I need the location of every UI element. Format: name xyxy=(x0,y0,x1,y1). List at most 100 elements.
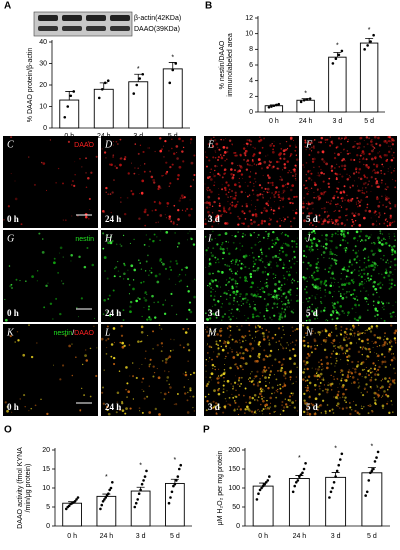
cell-signal xyxy=(252,383,255,386)
cell-signal xyxy=(366,298,369,300)
cell-signal xyxy=(346,178,350,181)
cell-signal xyxy=(255,164,258,166)
cell-signal xyxy=(232,385,234,387)
cell-signal xyxy=(351,307,354,310)
cell-signal xyxy=(269,396,272,400)
cell-signal xyxy=(259,311,262,314)
cell-signal xyxy=(207,247,209,249)
cell-signal xyxy=(358,142,361,145)
cell-signal xyxy=(340,333,343,336)
cell-signal xyxy=(209,206,211,209)
cell-signal xyxy=(139,340,142,343)
cell-signal xyxy=(322,180,325,183)
error-bar xyxy=(333,52,342,58)
cell-signal xyxy=(117,143,119,145)
cell-signal xyxy=(330,252,334,256)
cell-signal xyxy=(64,334,67,337)
blot-label: DAAO(39KDa) xyxy=(134,26,180,33)
cell-signal xyxy=(254,270,256,272)
cell-signal xyxy=(266,262,268,264)
cell-signal xyxy=(273,298,276,300)
cell-signal xyxy=(252,413,254,415)
cell-signal xyxy=(279,413,282,415)
cell-signal xyxy=(215,261,217,264)
cell-signal xyxy=(313,191,315,194)
cell-signal xyxy=(10,136,13,139)
cell-signal xyxy=(275,186,278,189)
cell-signal xyxy=(217,223,219,225)
cell-signal xyxy=(208,285,210,287)
cell-signal xyxy=(168,383,170,386)
cell-signal xyxy=(67,140,71,143)
cell-signal xyxy=(318,385,321,388)
cell-signal xyxy=(354,335,355,337)
cell-signal xyxy=(248,330,251,333)
cell-signal xyxy=(31,275,34,278)
cell-signal xyxy=(251,396,254,400)
cell-signal xyxy=(260,186,264,189)
cell-signal xyxy=(391,353,393,355)
cell-signal xyxy=(157,301,160,304)
cell-signal xyxy=(137,297,139,299)
cell-signal xyxy=(159,187,162,189)
cell-signal xyxy=(321,254,323,256)
cell-signal xyxy=(286,405,289,409)
cell-signal xyxy=(277,193,280,196)
y-tick-label: 150 xyxy=(228,466,240,473)
cell-signal xyxy=(265,267,267,269)
cell-signal xyxy=(244,234,246,236)
cell-signal xyxy=(367,303,369,305)
cell-signal xyxy=(108,163,111,166)
cell-signal xyxy=(258,241,260,243)
cell-signal xyxy=(205,358,208,361)
cell-signal xyxy=(376,368,380,372)
cell-signal xyxy=(342,268,345,271)
cell-signal xyxy=(391,404,393,406)
cell-signal xyxy=(273,243,276,246)
cell-signal xyxy=(171,138,173,141)
cell-signal xyxy=(303,197,305,199)
cell-signal xyxy=(268,160,270,162)
cell-signal xyxy=(314,183,317,187)
time-label: 3 d xyxy=(208,308,220,318)
cell-signal xyxy=(316,269,319,273)
cell-signal xyxy=(369,378,373,382)
cell-signal xyxy=(290,267,292,269)
cell-signal xyxy=(124,156,127,159)
cell-signal xyxy=(365,366,367,369)
cell-signal xyxy=(365,158,368,161)
cell-signal xyxy=(307,202,311,206)
cell-signal xyxy=(292,394,294,396)
cell-signal xyxy=(310,402,313,405)
data-point xyxy=(266,479,270,482)
cell-signal xyxy=(339,173,341,175)
cell-signal xyxy=(282,292,285,296)
cell-signal xyxy=(279,387,282,390)
cell-signal xyxy=(333,156,337,160)
cell-signal xyxy=(340,346,344,350)
cell-signal xyxy=(328,218,330,221)
micrograph xyxy=(3,324,98,416)
cell-signal xyxy=(364,239,367,242)
cell-signal xyxy=(249,272,253,276)
cell-signal xyxy=(224,189,227,192)
bar xyxy=(252,485,274,527)
scale-bar-label: 50 μm xyxy=(74,313,94,320)
cell-signal xyxy=(346,173,348,175)
cell-signal xyxy=(206,326,208,328)
cell-signal xyxy=(394,168,396,169)
cell-signal xyxy=(148,305,151,308)
cell-signal xyxy=(291,392,294,395)
cell-signal xyxy=(362,182,366,186)
cell-signal xyxy=(294,344,296,346)
cell-signal xyxy=(329,313,333,317)
cell-signal xyxy=(386,185,389,189)
cell-signal xyxy=(311,248,314,252)
cell-signal xyxy=(259,240,261,243)
cell-signal xyxy=(40,398,42,401)
cell-signal xyxy=(219,174,221,177)
cell-signal xyxy=(278,253,281,255)
cell-signal xyxy=(306,411,309,414)
cell-signal xyxy=(347,232,350,235)
cell-signal xyxy=(308,306,311,308)
